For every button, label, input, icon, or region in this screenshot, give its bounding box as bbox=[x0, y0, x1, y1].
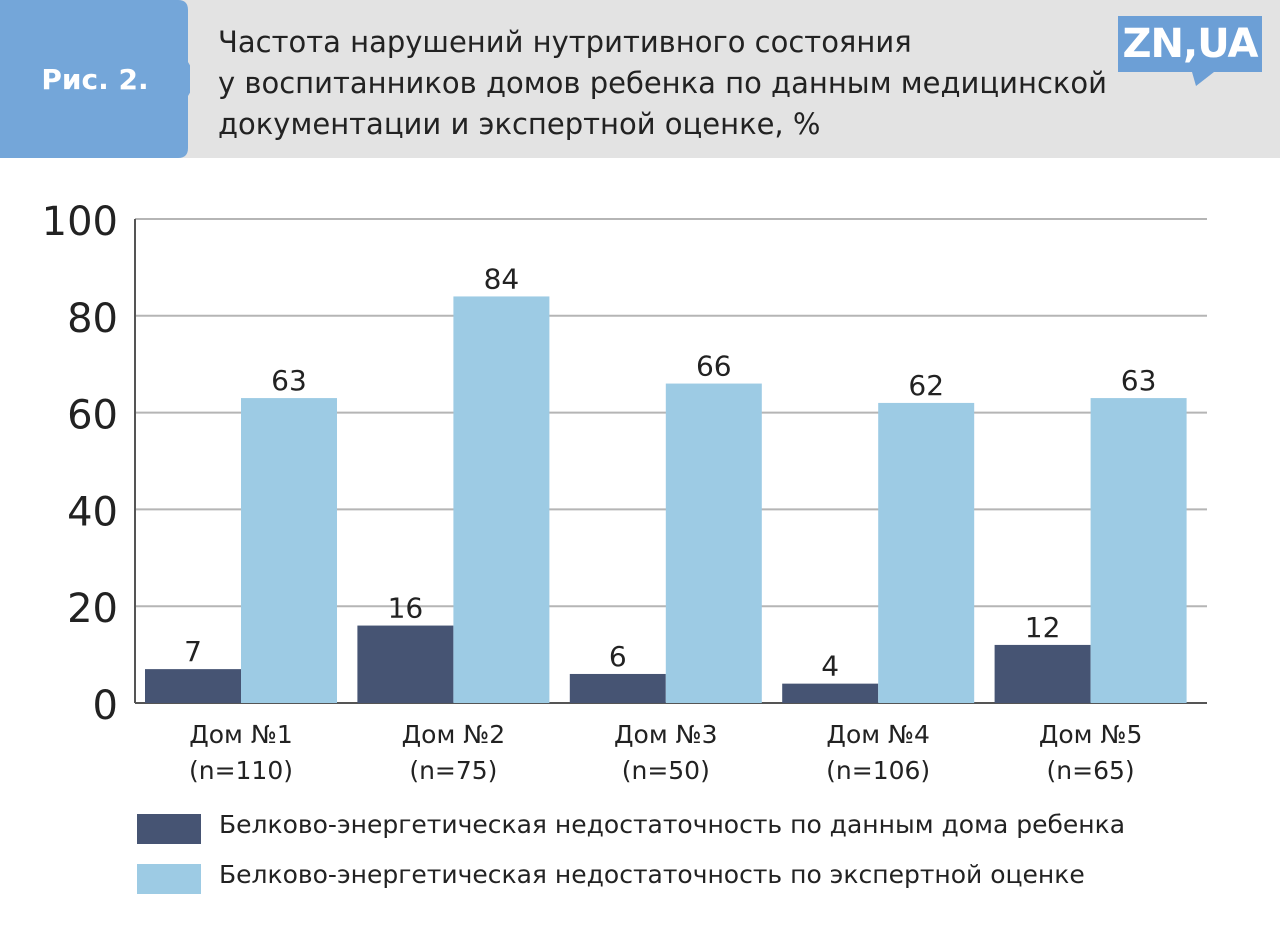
y-tick-label: 40 bbox=[67, 489, 118, 535]
data-label: 63 bbox=[271, 364, 307, 397]
x-tick-label: Дом №1 bbox=[189, 720, 293, 749]
data-label: 6 bbox=[609, 640, 627, 673]
zn-ua-logo: ZN,UA bbox=[1118, 16, 1262, 86]
legend-label-home-data: Белково-энергетическая недостаточность п… bbox=[219, 810, 1126, 839]
logo-text: ZN,UA bbox=[1122, 21, 1259, 67]
x-tick-label: Дом №5 bbox=[1039, 720, 1143, 749]
x-tick-label: Дом №2 bbox=[402, 720, 506, 749]
x-tick-label: (n=75) bbox=[409, 756, 497, 785]
data-label: 66 bbox=[696, 350, 732, 383]
bar-home-data-3 bbox=[569, 673, 666, 703]
chart-title-line-1: Частота нарушений нутритивного состояния bbox=[218, 25, 912, 59]
bar-home-data-1 bbox=[145, 669, 241, 703]
x-tick-label: (n=50) bbox=[622, 756, 710, 785]
legend-label-expert: Белково-энергетическая недостаточность п… bbox=[219, 860, 1085, 889]
data-label: 12 bbox=[1025, 611, 1061, 644]
y-tick-label: 80 bbox=[67, 296, 118, 342]
bar-expert-1 bbox=[241, 398, 337, 703]
bar-home-data-2 bbox=[357, 625, 454, 703]
y-tick-label: 60 bbox=[67, 393, 118, 439]
figure-tab: Рис. 2. bbox=[0, 0, 190, 158]
chart-title: Частота нарушений нутритивного состояния… bbox=[218, 22, 1108, 145]
bar-home-data-5 bbox=[994, 644, 1091, 703]
legend-swatch-home-data bbox=[137, 814, 201, 844]
data-label: 16 bbox=[388, 592, 424, 625]
y-tick-label: 20 bbox=[67, 586, 118, 632]
bar-chart: 0 20 40 60 80 100 7 63 Дом №1 (n=110) 16 84 Дом №2 (n… bbox=[42, 199, 1207, 785]
bar-expert-2 bbox=[453, 296, 550, 703]
data-label: 62 bbox=[908, 369, 944, 402]
data-label: 7 bbox=[184, 635, 202, 668]
y-tick-label: 0 bbox=[93, 683, 118, 729]
chart-title-line-3: документации и экспертной оценке, % bbox=[218, 107, 821, 141]
legend-swatch-expert bbox=[137, 864, 201, 894]
bar-expert-4 bbox=[878, 402, 975, 703]
x-tick-label: Дом №4 bbox=[826, 720, 930, 749]
figure-label: Рис. 2. bbox=[41, 62, 149, 96]
bar-expert-5 bbox=[1090, 398, 1187, 703]
x-tick-label: (n=65) bbox=[1047, 756, 1135, 785]
x-tick-label: (n=106) bbox=[826, 756, 930, 785]
x-tick-label: Дом №3 bbox=[614, 720, 718, 749]
y-tick-label: 100 bbox=[42, 199, 118, 245]
header-banner: Рис. 2. Частота нарушений нутритивного с… bbox=[0, 0, 1280, 158]
legend-item-home-data: Белково-энергетическая недостаточность п… bbox=[137, 808, 1237, 848]
x-tick-label: (n=110) bbox=[189, 756, 293, 785]
bar-home-data-4 bbox=[782, 683, 879, 703]
bar-expert-3 bbox=[665, 383, 762, 703]
data-label: 4 bbox=[821, 650, 839, 683]
legend-item-expert: Белково-энергетическая недостаточность п… bbox=[137, 858, 1237, 898]
data-label: 63 bbox=[1121, 364, 1157, 397]
data-label: 84 bbox=[484, 262, 520, 295]
chart-title-line-2: у воспитанников домов ребенка по данным … bbox=[218, 66, 1108, 100]
